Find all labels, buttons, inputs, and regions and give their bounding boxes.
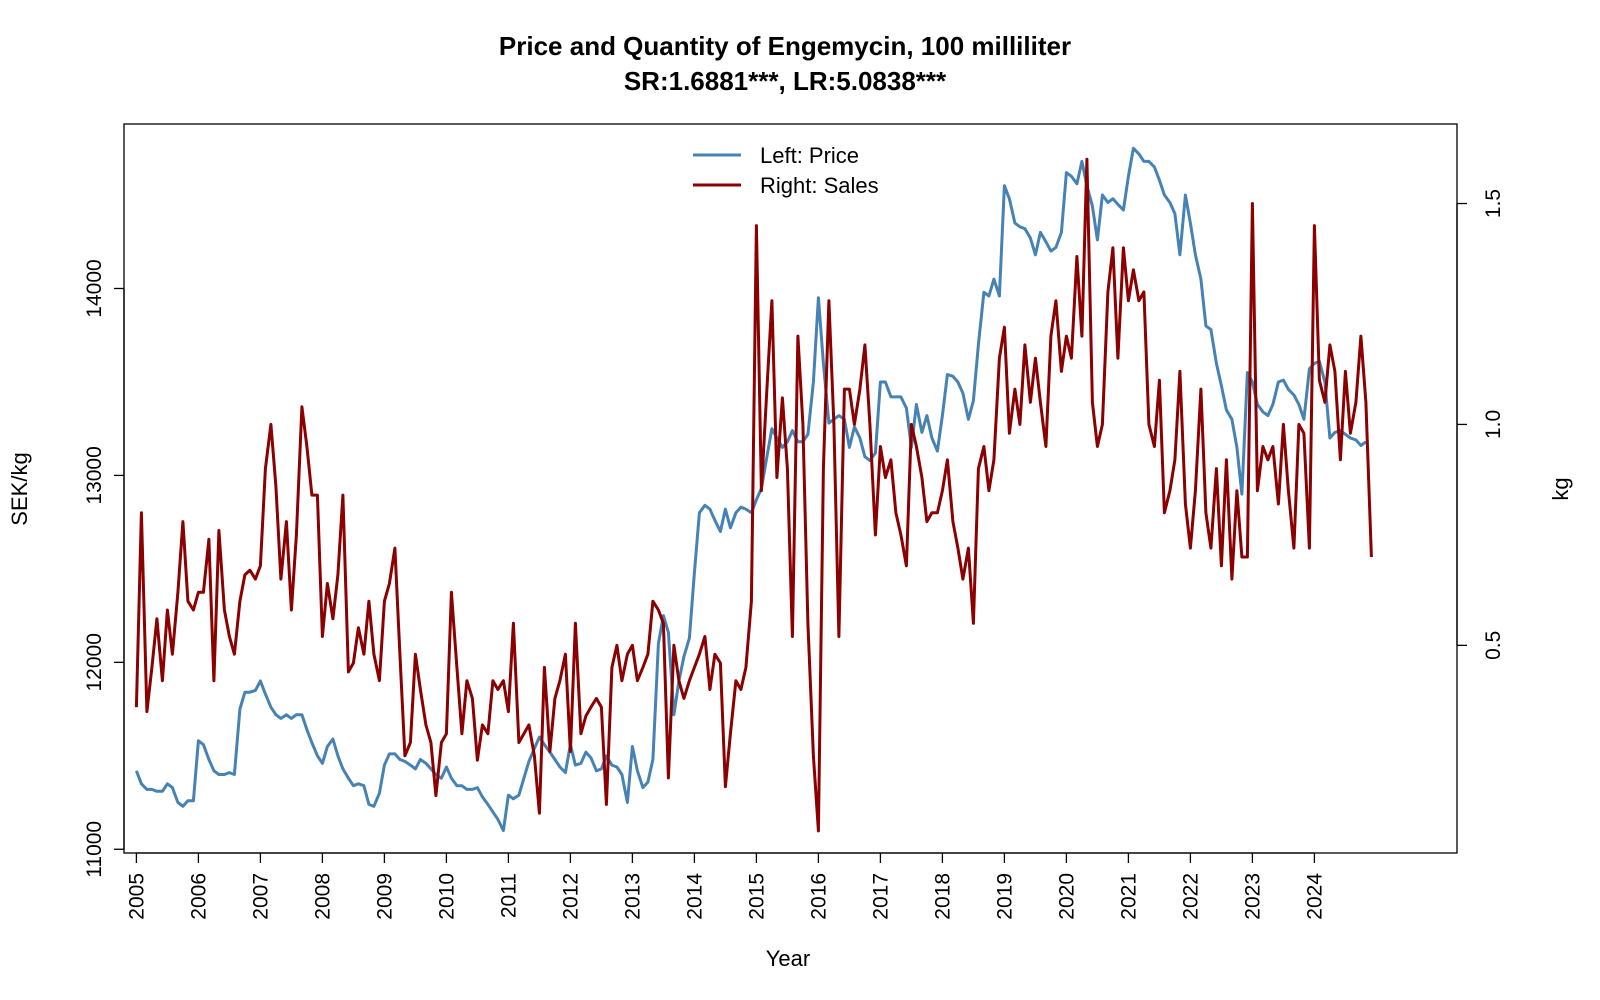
x-tick-label: 2010 [435,873,458,920]
x-tick-label: 2005 [125,873,148,920]
x-tick-label: 2018 [931,873,954,920]
y-axis-right: 0.5 1.0 1.5 [1456,189,1505,660]
x-tick-label: 2024 [1303,873,1326,920]
y-axis-left-label: SEK/kg [7,452,32,525]
x-tick-label: 2023 [1241,873,1264,920]
chart-title: Price and Quantity of Engemycin, 100 mil… [499,31,1071,61]
y-axis-right-label: kg [1548,477,1573,500]
y-left-tick-label: 11000 [83,821,106,878]
y-left-tick-label: 13000 [83,446,106,504]
y-axis-left: 11000 12000 13000 14000 [83,259,125,878]
x-tick-label: 2017 [869,873,892,920]
x-tick-label: 2013 [621,873,644,920]
x-tick-label: 2015 [745,873,768,920]
series-layer [134,146,1373,833]
x-tick-label: 2021 [1117,873,1140,920]
legend: Left: Price Right: Sales [693,143,879,198]
x-tick-label: 2019 [993,873,1016,920]
y-left-tick-label: 12000 [83,633,106,691]
x-tick-label: 2022 [1179,873,1202,920]
x-axis: 2005 2006 2007 2008 2009 2010 2011 2012 2013 2014… [125,852,1326,920]
y-right-tick-label: 1.0 [1482,410,1505,439]
x-axis-label: Year [766,946,810,971]
x-tick-label: 2008 [311,873,334,920]
chart-subtitle: SR:1.6881***, LR:5.0838*** [624,66,947,96]
x-tick-label: 2014 [683,873,706,920]
x-tick-label: 2011 [497,873,520,918]
y-left-tick-label: 14000 [83,259,106,317]
x-tick-label: 2016 [807,873,830,920]
y-right-tick-label: 1.5 [1482,189,1505,218]
series-line-sales [134,157,1373,833]
x-tick-label: 2009 [373,873,396,920]
legend-label-price: Left: Price [760,143,859,168]
x-tick-label: 2020 [1055,873,1078,920]
x-tick-label: 2006 [187,873,210,920]
y-right-tick-label: 0.5 [1482,631,1505,660]
x-tick-label: 2012 [559,873,582,920]
legend-label-sales: Right: Sales [760,173,879,198]
x-tick-label: 2007 [249,873,272,920]
